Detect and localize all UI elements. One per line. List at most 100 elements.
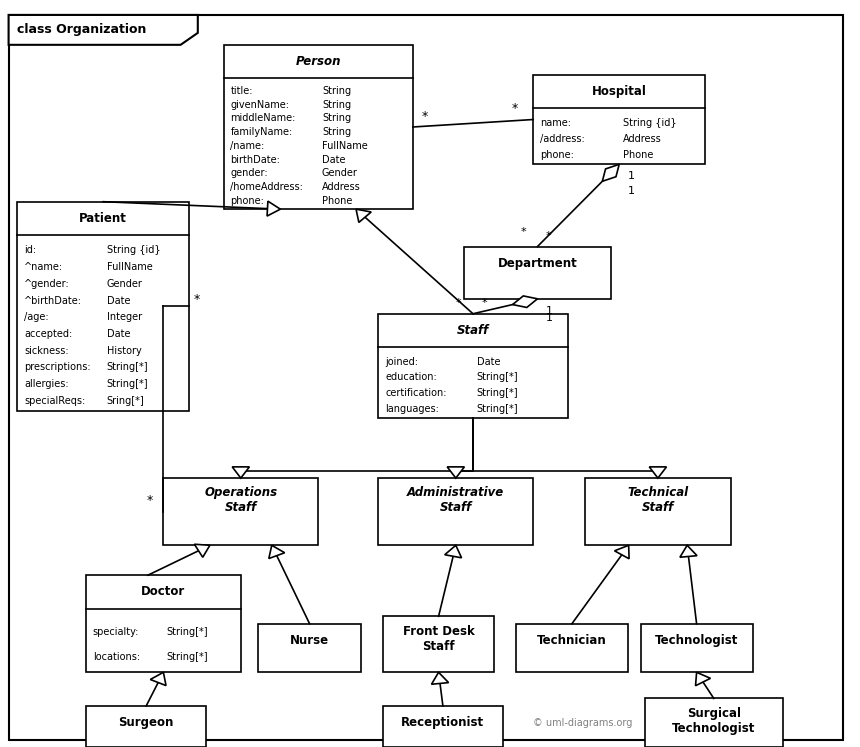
FancyBboxPatch shape <box>383 616 494 672</box>
Text: Address: Address <box>623 134 661 143</box>
Text: Date: Date <box>107 329 130 339</box>
Text: sickness:: sickness: <box>24 346 69 356</box>
Text: Date: Date <box>322 155 346 164</box>
Text: Nurse: Nurse <box>290 634 329 647</box>
Text: id:: id: <box>24 245 36 255</box>
Polygon shape <box>9 15 198 45</box>
Text: Phone: Phone <box>322 196 353 206</box>
Text: title:: title: <box>230 86 253 96</box>
Text: String[*]: String[*] <box>476 404 519 414</box>
Text: /address:: /address: <box>540 134 585 143</box>
Text: *: * <box>456 298 462 309</box>
Polygon shape <box>680 545 697 557</box>
Text: ^gender:: ^gender: <box>24 279 70 289</box>
Text: certification:: certification: <box>385 388 447 398</box>
Text: History: History <box>107 346 141 356</box>
Text: ^name:: ^name: <box>24 262 63 272</box>
Text: Surgical
Technologist: Surgical Technologist <box>673 707 755 735</box>
FancyBboxPatch shape <box>641 624 752 672</box>
Text: FullName: FullName <box>322 141 368 151</box>
Polygon shape <box>615 545 629 559</box>
Text: Hospital: Hospital <box>592 85 647 98</box>
Text: specialty:: specialty: <box>93 627 139 636</box>
Text: /homeAddress:: /homeAddress: <box>230 182 304 192</box>
Text: education:: education: <box>385 372 437 382</box>
Text: Receptionist: Receptionist <box>402 716 484 729</box>
Text: accepted:: accepted: <box>24 329 72 339</box>
Text: /age:: /age: <box>24 312 49 322</box>
Polygon shape <box>445 545 462 558</box>
FancyBboxPatch shape <box>163 478 318 545</box>
Text: Doctor: Doctor <box>141 586 186 598</box>
Text: *: * <box>482 298 488 309</box>
Text: prescriptions:: prescriptions: <box>24 362 90 373</box>
Text: 1: 1 <box>546 313 553 323</box>
FancyBboxPatch shape <box>516 624 628 672</box>
Text: name:: name: <box>540 118 571 128</box>
Text: String: String <box>322 127 351 137</box>
Polygon shape <box>432 672 449 684</box>
Text: specialReqs:: specialReqs: <box>24 396 85 406</box>
Text: String: String <box>322 114 351 123</box>
Text: Person: Person <box>296 55 341 68</box>
Text: Date: Date <box>107 296 130 306</box>
FancyBboxPatch shape <box>258 624 361 672</box>
Text: 1: 1 <box>628 171 635 182</box>
Text: *: * <box>194 293 200 306</box>
Polygon shape <box>696 672 710 686</box>
Text: Surgeon: Surgeon <box>119 716 174 729</box>
Text: phone:: phone: <box>230 196 264 206</box>
Text: phone:: phone: <box>540 149 574 160</box>
FancyBboxPatch shape <box>224 45 413 209</box>
Text: /name:: /name: <box>230 141 265 151</box>
Text: String {id}: String {id} <box>623 118 676 128</box>
Text: class Organization: class Organization <box>17 23 146 37</box>
Text: 1: 1 <box>546 306 553 316</box>
FancyBboxPatch shape <box>17 202 189 411</box>
Polygon shape <box>269 545 285 559</box>
Text: Address: Address <box>322 182 360 192</box>
Text: gender:: gender: <box>230 168 268 179</box>
Text: locations:: locations: <box>93 652 140 662</box>
Text: Staff: Staff <box>457 324 489 337</box>
Text: 1: 1 <box>628 186 635 196</box>
FancyBboxPatch shape <box>464 247 611 299</box>
Text: Date: Date <box>476 356 501 367</box>
Text: Front Desk
Staff: Front Desk Staff <box>402 624 475 653</box>
FancyBboxPatch shape <box>533 75 705 164</box>
Text: middleName:: middleName: <box>230 114 296 123</box>
FancyBboxPatch shape <box>585 478 731 545</box>
Text: String: String <box>322 86 351 96</box>
Polygon shape <box>447 467 464 478</box>
Text: String[*]: String[*] <box>107 379 148 389</box>
Polygon shape <box>513 296 538 308</box>
Text: *: * <box>520 227 526 238</box>
FancyBboxPatch shape <box>378 314 568 418</box>
Text: Technician: Technician <box>537 634 607 647</box>
FancyBboxPatch shape <box>9 15 843 740</box>
FancyBboxPatch shape <box>86 706 206 747</box>
Polygon shape <box>356 209 372 223</box>
Text: *: * <box>546 231 552 241</box>
Text: Administrative
Staff: Administrative Staff <box>407 486 505 515</box>
Polygon shape <box>194 545 210 557</box>
Text: joined:: joined: <box>385 356 418 367</box>
FancyBboxPatch shape <box>645 698 783 747</box>
Text: © uml-diagrams.org: © uml-diagrams.org <box>533 719 633 728</box>
Text: FullName: FullName <box>107 262 152 272</box>
Text: Technologist: Technologist <box>655 634 738 647</box>
Text: Department: Department <box>498 257 577 270</box>
Text: String[*]: String[*] <box>167 627 208 636</box>
Text: *: * <box>146 495 152 507</box>
Text: String {id}: String {id} <box>107 245 160 255</box>
Text: String[*]: String[*] <box>476 372 519 382</box>
Text: Phone: Phone <box>623 149 653 160</box>
Text: ^birthDate:: ^birthDate: <box>24 296 82 306</box>
Text: Gender: Gender <box>107 279 143 289</box>
Text: String[*]: String[*] <box>107 362 148 373</box>
Text: allergies:: allergies: <box>24 379 69 389</box>
Text: String[*]: String[*] <box>167 652 208 662</box>
Text: Patient: Patient <box>79 212 127 225</box>
Polygon shape <box>150 672 166 686</box>
Polygon shape <box>267 201 280 216</box>
